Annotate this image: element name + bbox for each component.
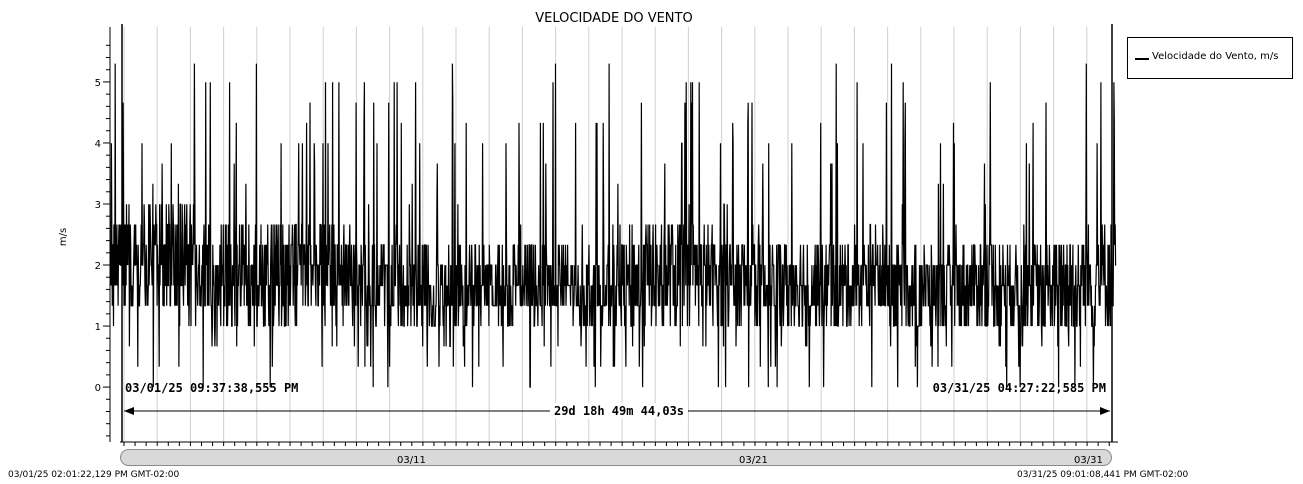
duration-label-bg — [550, 403, 688, 419]
duration-arrow-left — [124, 407, 134, 415]
time-scrollbar[interactable] — [120, 449, 1112, 466]
chart-title: VELOCIDADE DO VENTO — [535, 11, 692, 26]
legend-line-swatch — [1135, 58, 1149, 60]
y-tick-label: 0 — [95, 383, 101, 394]
duration-label: 29d 18h 49m 44,03s — [554, 404, 684, 418]
scrollbar-tick-0331: 03/31 — [1074, 455, 1103, 466]
time-cursors[interactable] — [121, 24, 1113, 442]
scrollbar-tick-0321: 03/21 — [739, 455, 768, 466]
duration-arrow-right — [1100, 407, 1110, 415]
y-tick-label: 2 — [95, 261, 101, 272]
series-line — [110, 63, 1117, 388]
y-tick-label: 1 — [95, 322, 101, 333]
footer-end-time: 03/31/25 09:01:08,441 PM GMT-02:00 — [1017, 470, 1189, 480]
x-axis-ticks — [123, 442, 1110, 446]
legend: Velocidade do Vento, m/s — [1127, 37, 1293, 79]
plot-grid — [123, 27, 1088, 442]
series-velocidade-do-vento — [110, 63, 1117, 388]
y-tick-label: 4 — [95, 139, 101, 150]
cursor-left-label: 03/01/25 09:37:38,555 PM — [125, 381, 298, 395]
duration-measure: 29d 18h 49m 44,03s — [124, 403, 1110, 419]
footer-start-time: 03/01/25 02:01:22,129 PM GMT-02:00 — [8, 470, 180, 480]
y-tick-label: 3 — [95, 200, 101, 211]
y-axis: 0 1 2 3 4 5 — [95, 27, 111, 442]
y-tick-label: 5 — [95, 78, 101, 89]
cursor-right-label: 03/31/25 04:27:22,585 PM — [933, 381, 1106, 395]
scrollbar-tick-0311: 03/11 — [397, 455, 426, 466]
y-axis-label: m/s — [58, 228, 69, 246]
legend-label: Velocidade do Vento, m/s — [1152, 51, 1279, 62]
